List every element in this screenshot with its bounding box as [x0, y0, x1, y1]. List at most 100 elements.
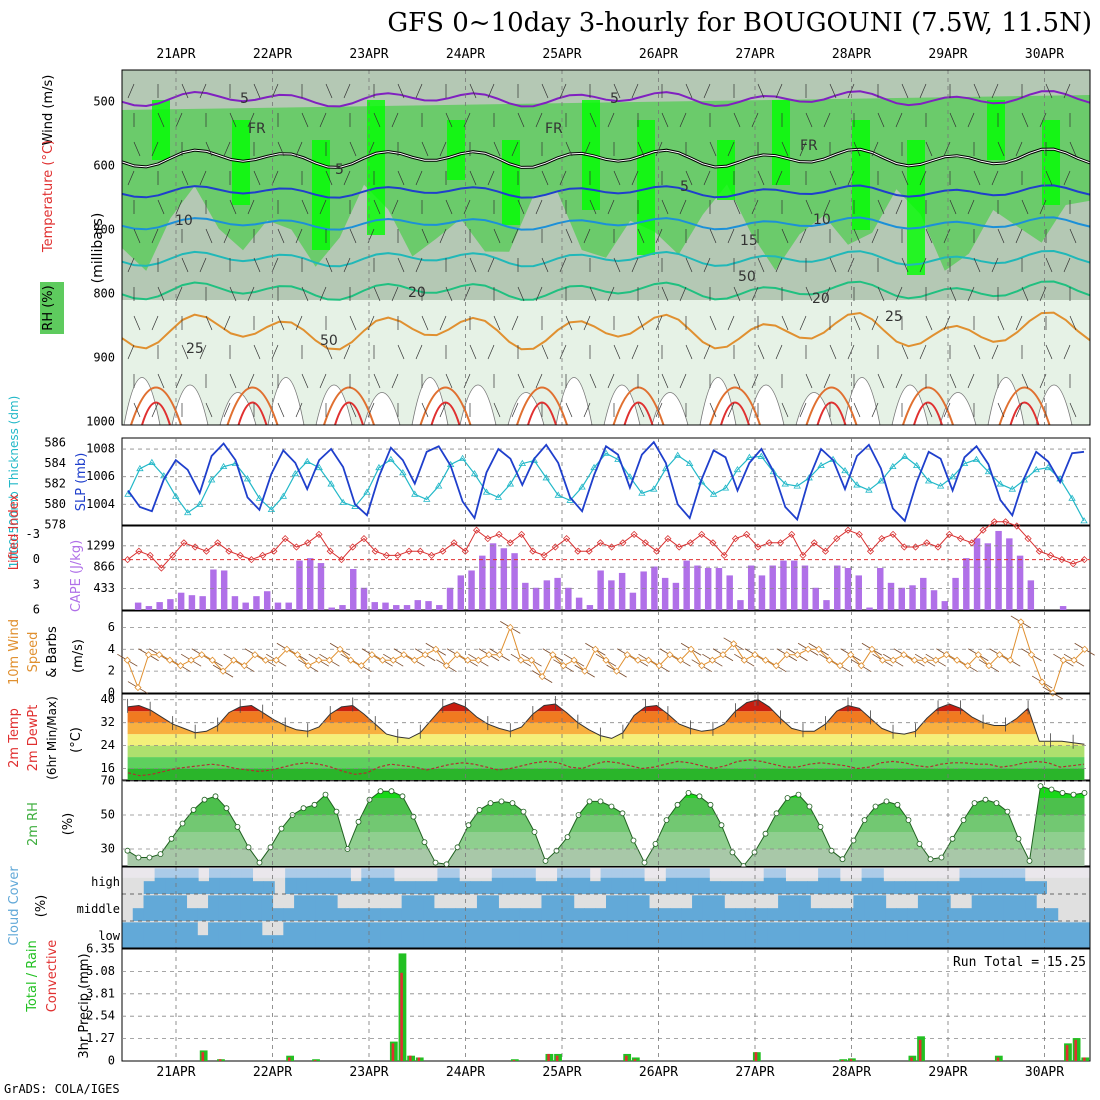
- wind-barb: [1021, 373, 1029, 389]
- wind-barb: [469, 344, 477, 360]
- wind-barb: [1039, 373, 1047, 389]
- cloud-cell-middle: [218, 895, 231, 921]
- wind-speed-point: [613, 667, 621, 675]
- cloud-cell-low: [401, 922, 413, 948]
- precip-convective-bar: [201, 1052, 205, 1061]
- rh-dry-hump: [171, 384, 209, 426]
- lifted-index-point: [765, 539, 773, 547]
- wind-barb: [181, 257, 189, 273]
- wind-speed-point: [953, 656, 961, 664]
- temp-color-band: [127, 711, 1085, 723]
- lifted-index-point: [349, 543, 357, 551]
- cloud-cell-middle: [315, 895, 327, 921]
- rh-color-band: [127, 786, 1085, 798]
- cloud-cell-high: [1035, 881, 1047, 894]
- wind-speed-point: [293, 651, 302, 659]
- cloud-cell-high: [578, 868, 591, 894]
- wind-barb: [247, 373, 255, 389]
- cloud-cell-middle: [552, 895, 564, 921]
- wind-barb: [823, 286, 831, 302]
- rh-point: [256, 859, 263, 866]
- thickness-point: [578, 483, 586, 490]
- wind-barb: [733, 112, 741, 128]
- cape-bar: [575, 597, 583, 610]
- cloud-cell-middle: [896, 908, 908, 921]
- wind-barb: [565, 228, 573, 244]
- precip-convective-bar: [1083, 1057, 1086, 1061]
- wind-barb: [805, 199, 813, 215]
- cloud-cell-middle: [735, 908, 747, 921]
- wind-barb: [295, 141, 303, 157]
- lifted-index-point: [675, 543, 683, 551]
- cloud-cell-high: [404, 881, 417, 894]
- cape-bar: [242, 602, 249, 610]
- wind-barb: [949, 199, 957, 215]
- precip-convective-bar: [512, 1060, 516, 1061]
- lifted-index-point: [1013, 522, 1021, 530]
- wind-speed-point: [400, 651, 408, 659]
- lifted-index-point: [259, 551, 267, 559]
- cape-bar: [199, 596, 206, 610]
- lifted-index-point: [461, 547, 469, 555]
- wind-speed-point: [230, 656, 238, 664]
- wind-barb: [757, 344, 765, 360]
- cloud-cell-middle: [638, 895, 650, 921]
- thickness-point: [411, 490, 419, 497]
- wind-barb: [157, 112, 165, 128]
- panel-frame: [121, 69, 1091, 426]
- cloud-cell-low: [358, 922, 370, 948]
- rh-unit-label: (%): [61, 813, 76, 836]
- wind-speed-point: [623, 651, 631, 659]
- wind-barb: [877, 286, 885, 302]
- wind-speed-point: [304, 662, 312, 670]
- wind-barb: [565, 141, 573, 157]
- wind-barb: [271, 170, 279, 186]
- cloud-cell-low: [627, 922, 639, 948]
- wind-barb: [919, 344, 927, 360]
- cloud-cell-low: [175, 922, 188, 948]
- page-title: GFS 0~10day 3-hourly for BOUGOUNI (7.5W,…: [387, 8, 1092, 38]
- cape-bar: [812, 587, 819, 610]
- wind-barb: [685, 83, 693, 99]
- cloud-cell-high: [796, 881, 808, 894]
- date-label-top: 21APR: [156, 47, 195, 62]
- lifted-index-point: [855, 530, 863, 538]
- lifted-index-point: [990, 518, 998, 526]
- wind-axis-label-b: Speed: [26, 632, 41, 673]
- wind-barb: [319, 112, 327, 128]
- wind-barb: [349, 141, 357, 157]
- wind-barb: [661, 286, 669, 302]
- rh-point: [223, 805, 230, 812]
- wind-barb: [271, 83, 279, 99]
- rh-tick: 50: [101, 808, 115, 822]
- wind-speed-point: [176, 662, 185, 670]
- thickness-point: [458, 454, 467, 461]
- thickness-point: [255, 494, 264, 501]
- rh-dry-hump: [507, 392, 545, 426]
- cloud-cell-high: [774, 868, 786, 894]
- isotherm-30: [612, 386, 665, 426]
- cloud-high-haze: [122, 867, 1090, 878]
- rh-point: [663, 817, 670, 823]
- rh-point: [322, 791, 329, 798]
- cape-bar: [618, 572, 626, 610]
- wind-barb: [247, 286, 255, 302]
- lifted-index-point: [382, 551, 391, 559]
- thickness-point: [841, 466, 849, 474]
- cloud-cell-low: [509, 922, 521, 948]
- cape-bar: [877, 568, 884, 610]
- rh-point: [476, 807, 483, 813]
- isotherm-35: [816, 401, 847, 426]
- thickness-point: [745, 453, 754, 460]
- lifted-index-point: [551, 543, 559, 551]
- rh-peak-cell: [852, 120, 870, 230]
- wind-speed-point: [793, 651, 802, 659]
- lifted-index-point: [889, 530, 897, 538]
- lifted-index-point: [236, 551, 244, 559]
- cloud-cell-middle: [476, 895, 489, 921]
- cape-bar: [866, 607, 873, 610]
- wind-barb: [703, 344, 711, 360]
- wind-barb: [487, 344, 495, 360]
- lifted-index-point: [574, 547, 582, 555]
- date-label-bottom: 26APR: [639, 1065, 678, 1080]
